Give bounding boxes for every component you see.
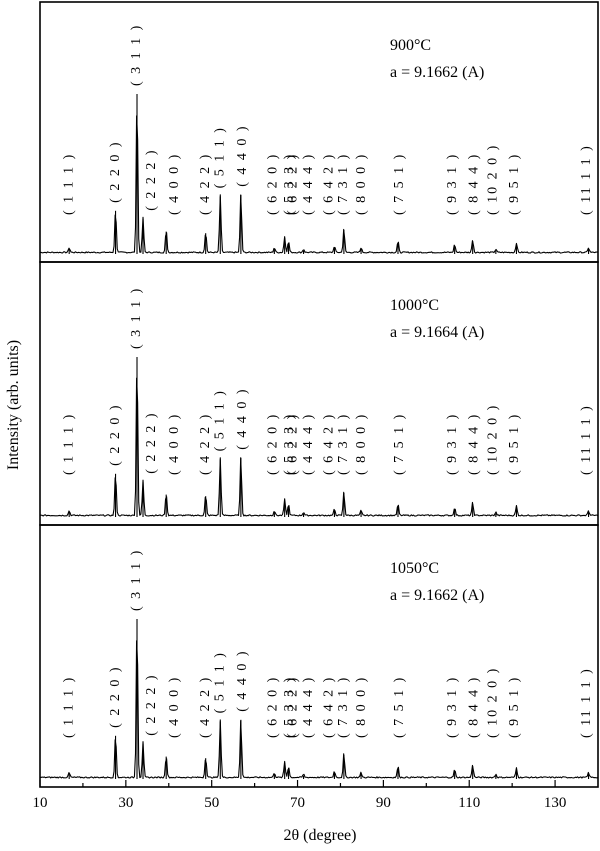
peak-hkl-label: ( 8 0 0 ) [354,413,369,475]
peak-hkl-label: ( 10 2 0 ) [485,667,500,738]
peak-hkl-label: ( 4 4 4 ) [301,676,316,738]
peak-hkl-label: ( 6 2 2 ) [285,153,300,215]
x-tick-label: 10 [33,795,48,811]
temperature-label: 1000°C [390,297,439,314]
xrd-pattern-line [39,640,599,779]
peak-hkl-label: ( 7 3 1 ) [336,676,351,738]
peak-hkl-label: ( 5 3 3 ) [282,676,297,738]
lattice-label: a = 9.1662 (A) [390,64,484,81]
xrd-pattern-line [39,115,599,254]
peak-hkl-label: ( 7 5 1 ) [392,676,407,738]
peak-hkl-label: ( 10 2 0 ) [485,144,500,215]
x-axis-label: 2θ (degree) [284,827,357,844]
peak-hkl-label: ( 3 1 1 ) [129,549,144,611]
peak-hkl-label: ( 2 2 0 ) [108,665,123,727]
peak-hkl-label: ( 3 1 1 ) [129,287,144,349]
x-tick-label: 30 [118,795,133,811]
peak-hkl-label: ( 2 2 2 ) [144,673,159,735]
peak-hkl-label: ( 9 5 1 ) [507,153,522,215]
peak-hkl-label: ( 1 1 1 ) [61,413,76,475]
xrd-panel: ( 1 1 1 ) ( 2 2 0 ) ( 3 1 1 ) ( 2 2 2 ) ( 4 … [39,1,599,263]
peak-hkl-label: ( 2 2 2 ) [144,148,159,210]
panel-frame [39,524,599,788]
peak-hkl-label: ( 1 1 1 ) [61,676,76,738]
temperature-label: 1050°C [390,560,439,577]
x-tick-label: 90 [376,795,391,811]
lattice-label: a = 9.1664 (A) [390,324,484,341]
peak-hkl-label: ( 6 2 0 ) [266,153,281,215]
peak-hkl-label: ( 11 1 1 ) [579,144,594,215]
peak-hkl-label: ( 3 1 1 ) [129,24,144,86]
peak-hkl-label: ( 8 0 0 ) [354,676,369,738]
peak-hkl-label: ( 6 2 0 ) [266,413,281,475]
x-tick-label: 50 [204,795,219,811]
peak-hkl-label: ( 6 2 2 ) [285,676,300,738]
x-tick-label: 70 [290,795,305,811]
peak-hkl-label: ( 1 1 1 ) [61,153,76,215]
xrd-pattern-line [39,377,599,517]
peak-hkl-label: ( 4 0 0 ) [167,153,182,215]
peak-hkl-label: ( 2 2 0 ) [108,403,123,465]
peak-hkl-label: ( 5 1 1 ) [212,389,227,451]
peak-hkl-label: ( 6 4 2 ) [322,676,337,738]
peak-hkl-label: ( 8 4 4 ) [467,413,482,475]
xrd-panel: ( 1 1 1 ) ( 2 2 0 ) ( 3 1 1 ) ( 2 2 2 ) ( 4 … [39,261,599,526]
peak-hkl-label: ( 11 1 1 ) [579,667,594,738]
peak-hkl-label: ( 4 2 2 ) [198,153,213,215]
peak-hkl-label: ( 6 2 2 ) [285,413,300,475]
peak-hkl-label: ( 5 1 1 ) [212,651,227,713]
peak-hkl-label: ( 7 3 1 ) [336,413,351,475]
xrd-panel: ( 1 1 1 ) ( 2 2 0 ) ( 3 1 1 ) ( 2 2 2 ) ( 4 … [39,524,599,788]
peak-hkl-label: ( 4 4 4 ) [301,153,316,215]
peak-hkl-label: ( 4 2 2 ) [198,676,213,738]
peak-hkl-label: ( 5 3 3 ) [282,413,297,475]
peak-hkl-label: ( 9 5 1 ) [507,676,522,738]
peak-hkl-label: ( 8 4 4 ) [467,153,482,215]
peak-hkl-label: ( 4 4 0 ) [235,387,250,449]
peak-hkl-label: ( 9 3 1 ) [445,676,460,738]
temperature-label: 900°C [390,37,431,54]
peak-hkl-label: ( 10 2 0 ) [485,404,500,475]
peak-hkl-label: ( 8 0 0 ) [354,153,369,215]
peak-hkl-label: ( 9 3 1 ) [445,413,460,475]
peak-hkl-label: ( 7 5 1 ) [392,413,407,475]
peak-hkl-label: ( 4 0 0 ) [167,676,182,738]
peak-hkl-label: ( 5 3 3 ) [282,153,297,215]
lattice-label: a = 9.1662 (A) [390,587,484,604]
peak-hkl-label: ( 5 1 1 ) [212,126,227,188]
peak-hkl-label: ( 4 4 0 ) [235,124,250,186]
peak-hkl-label: ( 9 3 1 ) [445,153,460,215]
peak-hkl-label: ( 8 4 4 ) [467,676,482,738]
peak-hkl-label: ( 11 1 1 ) [579,404,594,475]
x-tick-label: 130 [544,795,567,811]
x-tick-label: 110 [458,795,480,811]
peak-hkl-label: ( 6 4 2 ) [322,413,337,475]
peak-hkl-label: ( 4 2 2 ) [198,413,213,475]
peak-hkl-label: ( 9 5 1 ) [507,413,522,475]
peak-hkl-label: ( 6 2 0 ) [266,676,281,738]
peak-hkl-label: ( 4 0 0 ) [167,413,182,475]
peak-hkl-label: ( 4 4 0 ) [235,649,250,711]
y-axis-label: Intensity (arb. units) [5,340,22,470]
peak-hkl-label: ( 6 4 2 ) [322,153,337,215]
peak-hkl-label: ( 7 5 1 ) [392,153,407,215]
peak-hkl-label: ( 2 2 2 ) [144,411,159,473]
peak-hkl-label: ( 7 3 1 ) [336,153,351,215]
peak-hkl-label: ( 4 4 4 ) [301,413,316,475]
peak-hkl-label: ( 2 2 0 ) [108,140,123,202]
